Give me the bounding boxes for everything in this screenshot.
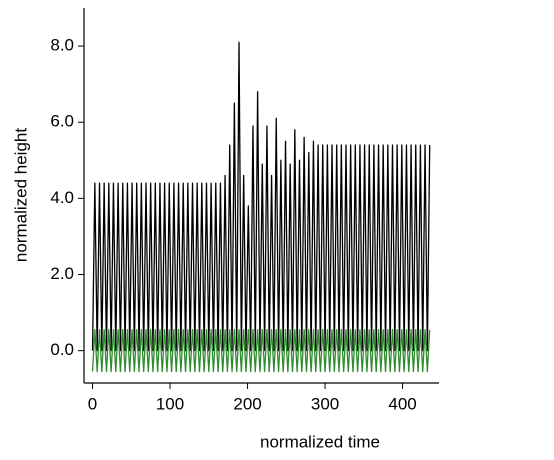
x-axis-label: normalized time xyxy=(260,432,380,451)
x-tick-label: 300 xyxy=(311,394,339,413)
series-line xyxy=(91,329,431,373)
y-axis-label: normalized height xyxy=(11,128,30,262)
y-tick-label: 2.0 xyxy=(50,264,74,283)
y-tick-label: 4.0 xyxy=(50,188,74,207)
y-tick-label: 0.0 xyxy=(50,340,74,359)
x-tick-label: 400 xyxy=(388,394,416,413)
x-tick-label: 100 xyxy=(156,394,184,413)
x-tick-label: 0 xyxy=(88,394,97,413)
series-line xyxy=(91,41,431,352)
y-tick-label: 8.0 xyxy=(50,36,74,55)
y-tick-label: 6.0 xyxy=(50,112,74,131)
x-tick-label: 200 xyxy=(233,394,261,413)
